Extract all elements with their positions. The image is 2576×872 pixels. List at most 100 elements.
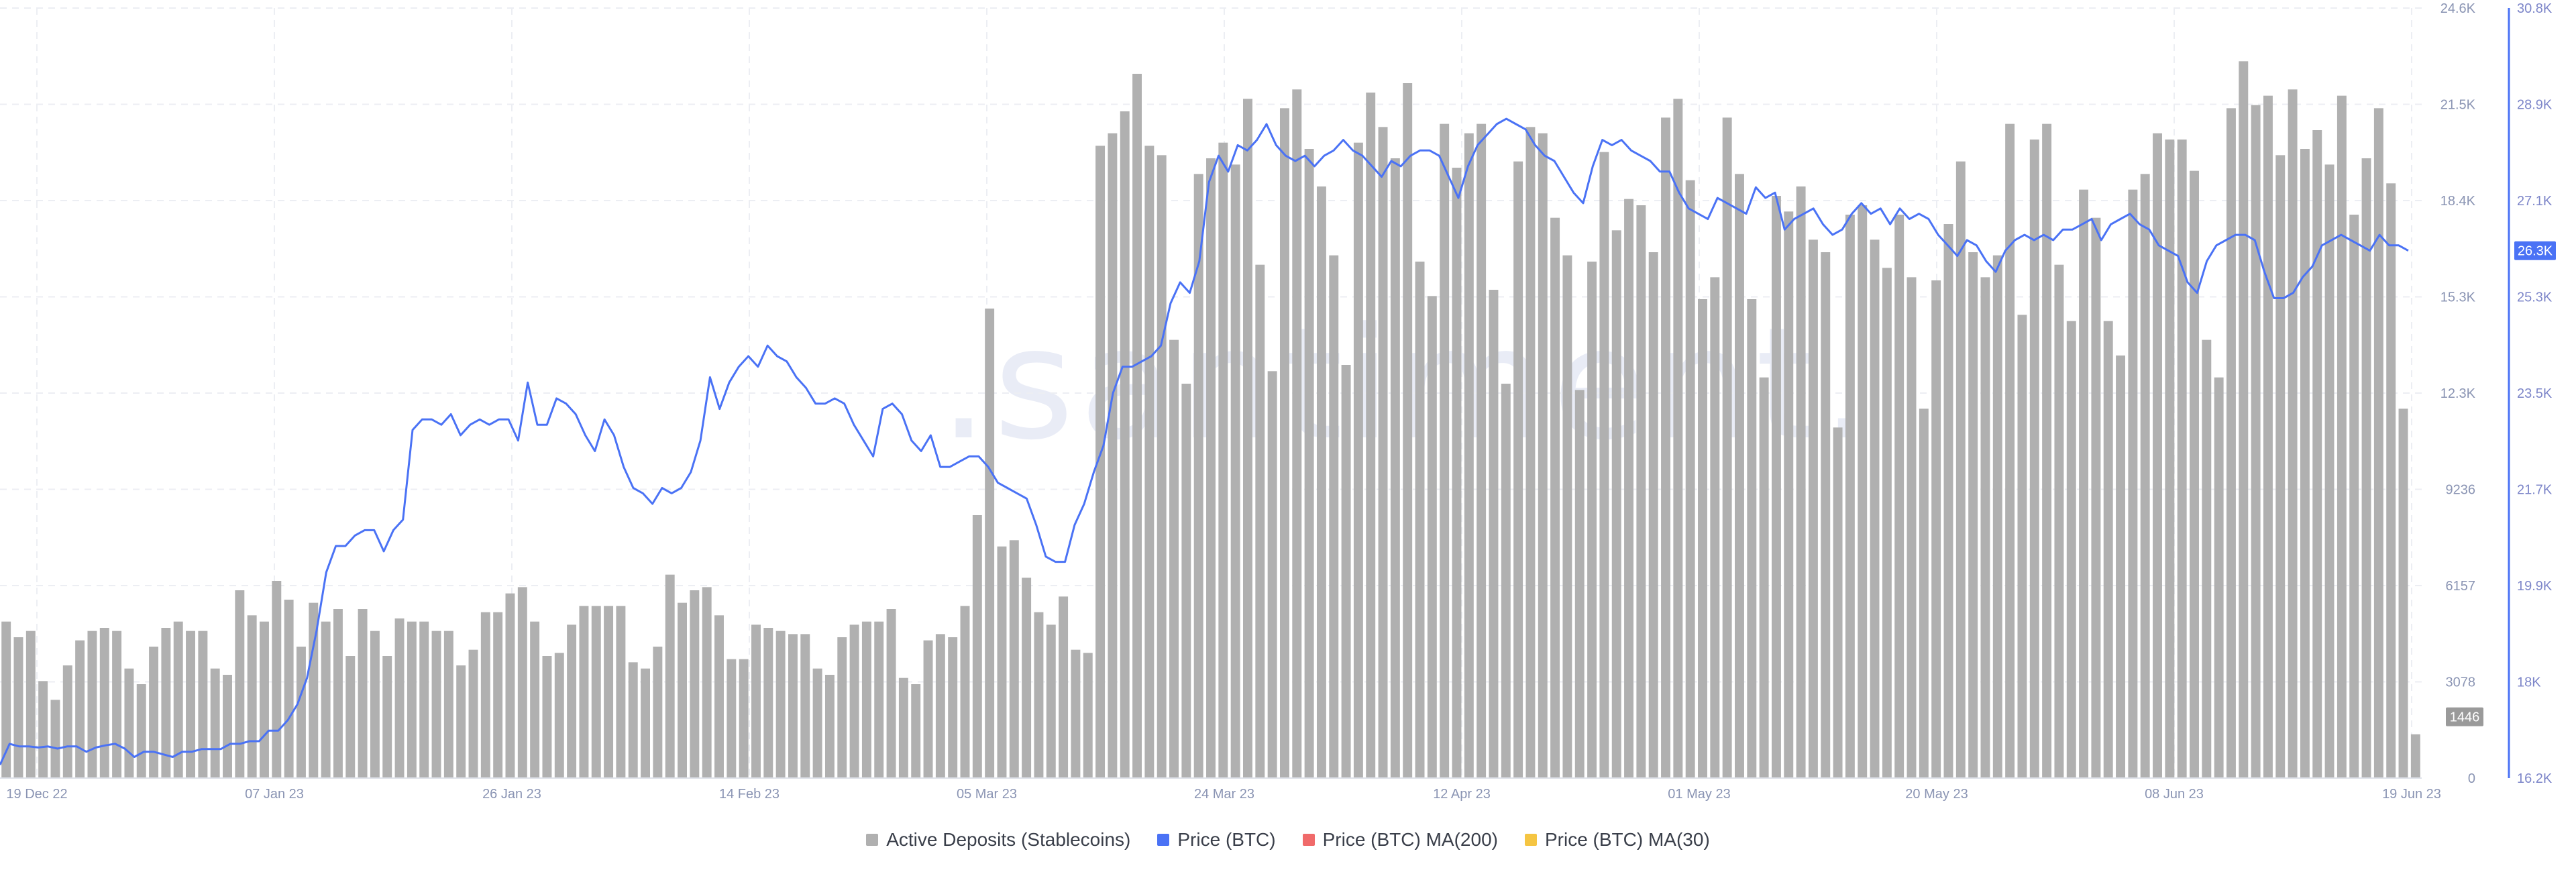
bar <box>849 624 859 778</box>
bar <box>1366 93 1376 778</box>
legend: Active Deposits (Stablecoins) Price (BTC)… <box>0 824 2576 856</box>
bar <box>1108 133 1118 779</box>
bar <box>407 621 417 778</box>
bar <box>2128 189 2138 778</box>
bar <box>2017 315 2027 779</box>
bar <box>1304 149 1314 778</box>
bar <box>911 684 921 778</box>
bar <box>690 590 700 778</box>
bar <box>874 621 884 778</box>
bar <box>1427 296 1437 779</box>
bar <box>517 587 527 778</box>
bar <box>1759 377 1769 778</box>
bar <box>2091 217 2101 778</box>
bar <box>739 659 749 778</box>
bar <box>13 637 23 778</box>
bar <box>775 631 786 778</box>
bar <box>1968 252 1978 778</box>
legend-item[interactable]: Active Deposits (Stablecoins) <box>866 829 1130 851</box>
bar <box>1550 217 1560 778</box>
bar <box>493 612 503 778</box>
bar <box>1316 186 1326 778</box>
bar <box>505 593 515 778</box>
bar <box>2263 95 2273 779</box>
bar <box>87 631 97 778</box>
bar <box>186 631 195 778</box>
bar <box>2066 321 2076 778</box>
bar <box>210 668 220 778</box>
bar <box>2312 130 2322 778</box>
bar <box>2300 149 2310 778</box>
y-left-tick-label: 15.3K <box>2440 290 2476 305</box>
bar <box>579 606 589 778</box>
bar <box>1059 596 1069 778</box>
bar <box>1415 262 1425 778</box>
bar <box>1501 384 1511 778</box>
bar <box>727 659 737 778</box>
price-line <box>0 117 2409 765</box>
bar <box>2079 189 2089 778</box>
bar <box>1243 99 1252 778</box>
bar <box>751 624 761 778</box>
legend-label: Price (BTC) <box>1177 829 1276 850</box>
bar <box>260 621 269 778</box>
bar <box>1022 578 1032 778</box>
bar <box>2177 140 2187 778</box>
bar <box>567 624 577 778</box>
legend-item[interactable]: Price (BTC) MA(200) <box>1302 829 1498 851</box>
bar <box>2054 264 2064 778</box>
bar <box>345 656 356 778</box>
bar <box>1919 408 1929 778</box>
bar <box>763 628 773 778</box>
bar <box>1193 174 1203 779</box>
bar <box>161 628 171 778</box>
last-bar-badge <box>2446 707 2483 726</box>
bar <box>935 634 945 778</box>
last-price-badge <box>2514 241 2556 260</box>
bar <box>223 675 232 778</box>
bar <box>591 606 601 778</box>
bar <box>824 675 835 778</box>
bar <box>1218 142 1228 779</box>
bar <box>1513 161 1523 779</box>
bar <box>1120 111 1130 778</box>
bar <box>665 574 675 778</box>
bar <box>2103 321 2113 778</box>
bar <box>99 628 109 778</box>
y-left-tick-label: 18.4K <box>2440 194 2476 209</box>
bar <box>948 637 958 778</box>
bar <box>972 515 982 778</box>
y-right-tick-label: 28.9K <box>2517 98 2553 113</box>
bar <box>861 621 871 778</box>
bar <box>2202 339 2212 778</box>
x-tick-label: 26 Jan 23 <box>482 787 541 802</box>
legend-item[interactable]: Price (BTC) MA(30) <box>1524 829 1710 851</box>
bar <box>149 647 159 778</box>
y-right-tick-label: 19.9K <box>2517 579 2553 594</box>
legend-label: Price (BTC) MA(30) <box>1544 829 1710 850</box>
bar <box>1525 127 1536 778</box>
bar <box>25 631 36 778</box>
last-price-value: 26.3K <box>2518 244 2553 259</box>
bar <box>1673 99 1683 778</box>
bar <box>1771 196 1781 778</box>
bar <box>284 600 294 778</box>
bar <box>468 649 478 778</box>
bar <box>62 665 72 778</box>
y-left-tick-label: 12.3K <box>2440 386 2476 401</box>
bar <box>2140 174 2150 779</box>
y-right-tick-label: 23.5K <box>2517 386 2553 401</box>
legend-swatch <box>1157 834 1170 846</box>
x-tick-label: 14 Feb 23 <box>719 787 780 802</box>
legend-item[interactable]: Price (BTC) <box>1157 829 1276 851</box>
y-left-tick-label: 3078 <box>2446 675 2476 690</box>
bar <box>985 309 995 778</box>
bar <box>1046 624 1056 778</box>
bar <box>1611 230 1621 779</box>
bar <box>2214 377 2224 778</box>
bar <box>1230 164 1240 778</box>
bar <box>960 606 970 778</box>
bar <box>1071 649 1081 778</box>
bar <box>38 681 48 778</box>
